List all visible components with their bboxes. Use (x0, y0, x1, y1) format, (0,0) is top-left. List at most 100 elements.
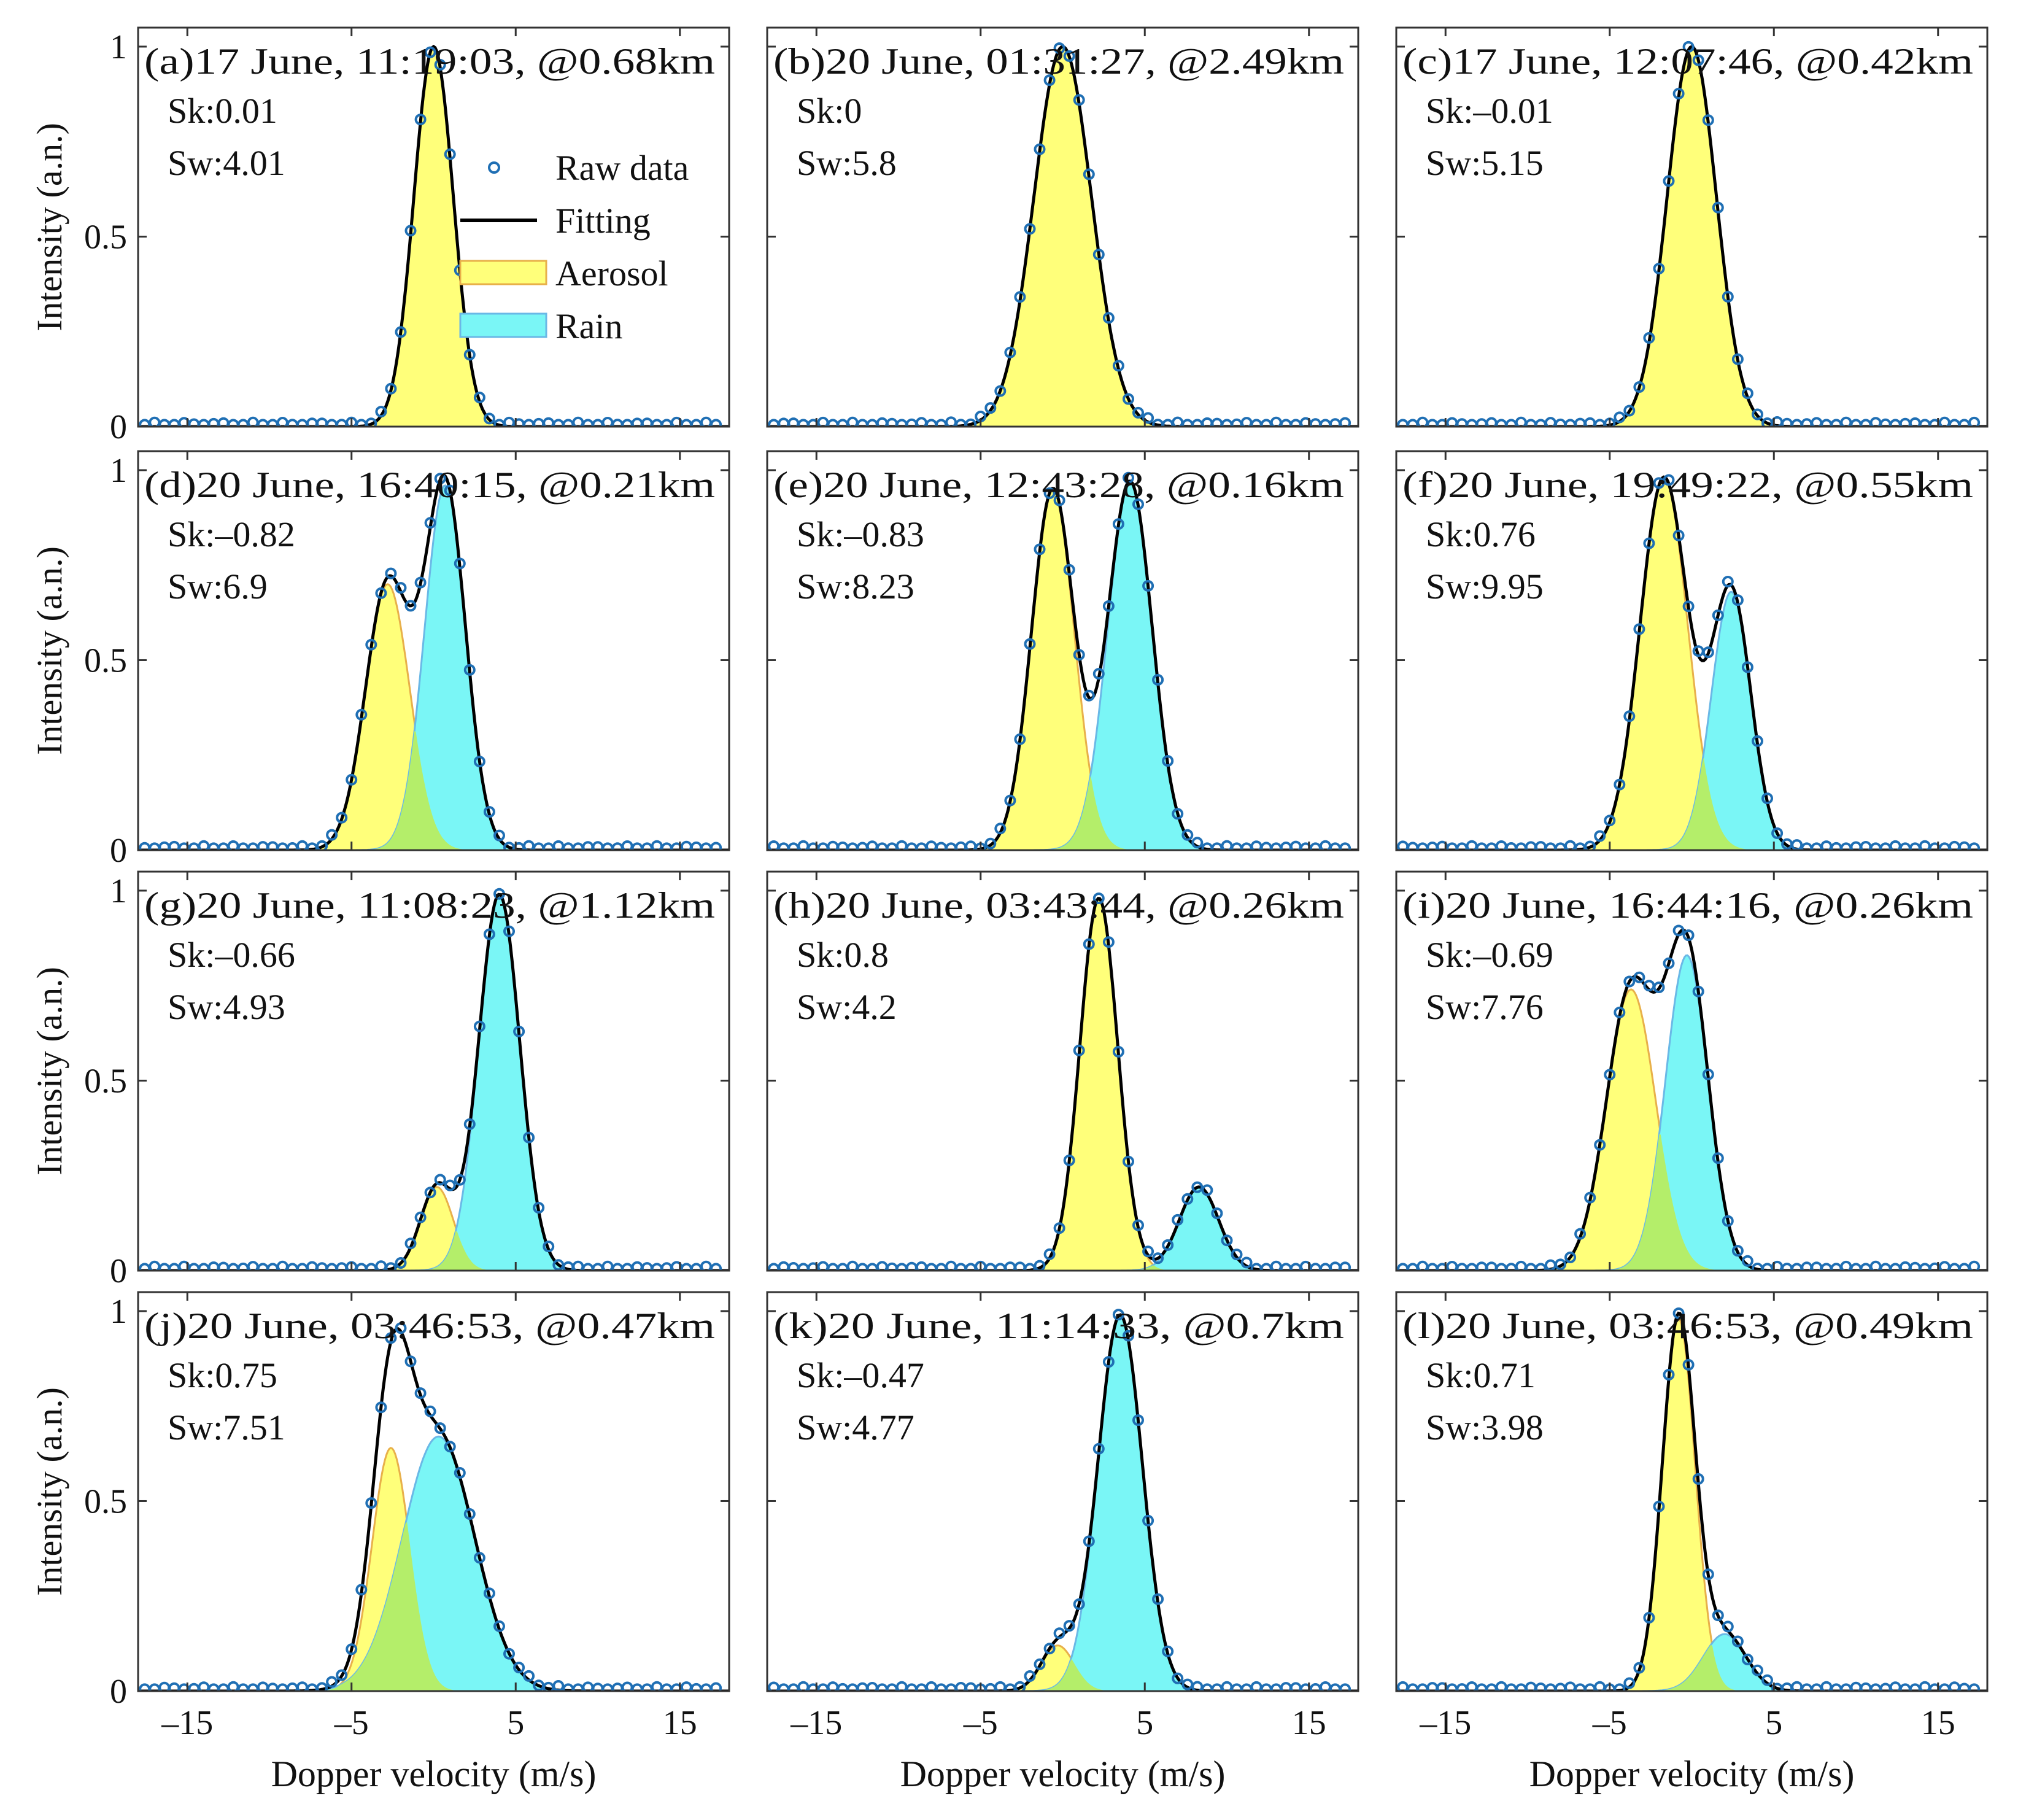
raw-data-point (1221, 419, 1233, 427)
legend-fit-label: Fitting (555, 201, 651, 241)
raw-data-point (1584, 1683, 1596, 1691)
panel-title: (l)20 June, 03:46:53, @0.49km (1402, 1306, 1973, 1346)
raw-data-point (700, 842, 712, 850)
raw-data-point (611, 419, 624, 427)
raw-data-point (1102, 936, 1115, 948)
raw-data-point (1515, 842, 1527, 850)
x-tick-label: –15 (161, 1704, 213, 1742)
fitting-line (1396, 45, 1987, 427)
raw-data-point (1092, 1442, 1105, 1455)
raw-data-point (1092, 668, 1105, 680)
raw-data-point (1485, 842, 1498, 850)
raw-data-point (444, 1441, 456, 1453)
raw-data-point (1958, 419, 1970, 427)
raw-data-point (1860, 419, 1872, 427)
raw-data-point (984, 1263, 997, 1271)
panel-d: 0 0.5 1 (d)20 June, 16:40:15, @0.21km Sk:–0.… (29, 450, 730, 870)
raw-data-point (935, 419, 947, 427)
raw-data-point (1260, 1683, 1272, 1691)
raw-data-point (1860, 1263, 1872, 1271)
raw-data-point (680, 419, 692, 427)
skewness-label: Sk:0.01 (168, 91, 277, 131)
raw-data-point (621, 419, 633, 427)
raw-data-point (296, 1263, 308, 1271)
spectral-width-label: Sw:8.23 (797, 567, 914, 606)
raw-data-point (601, 842, 614, 850)
raw-data-point (1672, 88, 1685, 99)
raw-data-point (188, 842, 200, 850)
spectral-width-label: Sw:7.51 (168, 1408, 285, 1447)
x-tick-label: –15 (790, 1704, 842, 1742)
panel-title: (c)17 June, 12:07:46, @0.42km (1402, 41, 1973, 82)
x-tick-label: –5 (963, 1704, 998, 1742)
raw-data-point (1949, 1263, 1960, 1271)
raw-data-point (690, 1263, 702, 1271)
y-tick-label: 0 (110, 408, 127, 446)
raw-data-point (1505, 842, 1517, 850)
y-tick-label: 0.5 (84, 218, 127, 256)
raw-data-point (1604, 815, 1616, 827)
raw-data-point (1280, 419, 1292, 427)
raw-data-point (1614, 1006, 1626, 1018)
raw-data-point (1397, 419, 1409, 427)
raw-data-point (483, 806, 495, 818)
raw-data-point (1231, 418, 1243, 427)
raw-data-point (1663, 957, 1675, 969)
legend-rain-label: Rain (555, 306, 623, 346)
panel-title: (j)20 June, 03:46:53, @0.47km (144, 1306, 715, 1346)
raw-data-point (994, 385, 1007, 397)
raw-data-point (1791, 419, 1803, 427)
raw-data-point (1092, 249, 1105, 261)
raw-data-point (1761, 792, 1773, 805)
fitting-line (1396, 928, 1987, 1271)
raw-data-point (286, 419, 298, 427)
raw-data-point (1653, 477, 1665, 489)
legend-aerosol-swatch (459, 260, 547, 285)
raw-data-point (375, 1401, 387, 1414)
raw-data-point (1614, 411, 1626, 424)
raw-data-point (1682, 1358, 1695, 1371)
raw-data-point (424, 517, 436, 529)
raw-data-point (876, 1683, 888, 1691)
raw-data-point (680, 1263, 692, 1271)
raw-data-point (1505, 1683, 1517, 1691)
raw-data-point (1495, 419, 1507, 427)
raw-data-point (710, 842, 722, 850)
raw-data-point (1968, 1260, 1981, 1271)
raw-data-point (1643, 332, 1655, 344)
raw-data-point (1280, 1263, 1292, 1271)
raw-data-point (1475, 842, 1488, 850)
raw-data-point (768, 419, 780, 427)
legend: Raw data Fitting Aerosol Rain (459, 148, 689, 346)
raw-data-point (1123, 1155, 1134, 1168)
raw-data-point (1731, 1245, 1744, 1257)
raw-data-point (168, 419, 180, 427)
panel-frame (766, 450, 1359, 851)
raw-data-point (797, 1263, 810, 1271)
fitting-line (138, 1327, 729, 1691)
rain-area (767, 1314, 1358, 1691)
panel-h: (h)20 June, 03:43:44, @0.26km Sk:0.8 Sw:4.… (766, 870, 1359, 1272)
plot-area (1396, 474, 1987, 850)
raw-data-point (1329, 1683, 1341, 1691)
raw-data-point (404, 225, 417, 237)
raw-data-point (473, 1552, 485, 1564)
raw-data-point (1132, 498, 1144, 510)
raw-data-point (444, 1179, 456, 1191)
raw-data-point (1270, 842, 1282, 850)
plot-area (138, 473, 729, 850)
raw-data-point (493, 888, 505, 900)
raw-data-point (1123, 471, 1134, 484)
raw-data-point (266, 1263, 279, 1271)
legend-aerosol-label: Aerosol (555, 254, 668, 293)
skewness-label: Sk:–0.83 (797, 514, 924, 554)
raw-data-point (1102, 600, 1115, 612)
panel-frame (766, 26, 1359, 428)
raw-data-point (1034, 543, 1046, 556)
raw-data-point (690, 1683, 702, 1691)
raw-data-point (1446, 842, 1458, 850)
y-axis-label: Intensity (a.n.) (29, 546, 69, 755)
raw-data-point (1289, 1263, 1302, 1271)
raw-data-point (1073, 1598, 1085, 1610)
raw-data-point (1289, 419, 1302, 427)
